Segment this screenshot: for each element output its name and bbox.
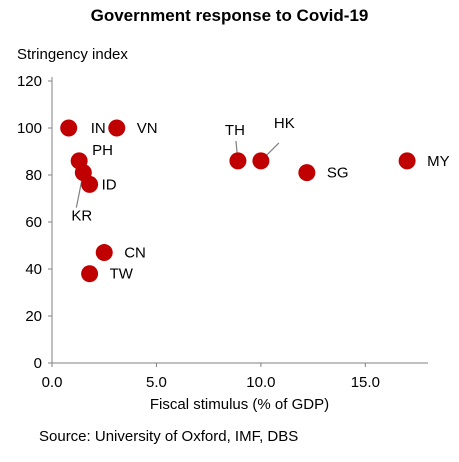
- y-tick-label: 0: [34, 355, 42, 372]
- data-point-hk: [252, 152, 270, 170]
- source-note: Source: University of Oxford, IMF, DBS: [39, 428, 299, 445]
- point-label-sg: SG: [327, 165, 349, 182]
- y-tick-label: 20: [25, 308, 42, 325]
- point-label-th: TH: [225, 122, 245, 139]
- y-tick-label: 40: [25, 261, 42, 278]
- y-axis-label: Stringency index: [17, 46, 128, 63]
- x-tick-label: 10.0: [246, 374, 275, 391]
- chart-title: Government response to Covid-19: [90, 6, 369, 25]
- point-label-hk: HK: [274, 115, 295, 132]
- y-tick-label: 100: [17, 120, 42, 137]
- point-label-tw: TW: [110, 266, 134, 283]
- data-point-tw: [81, 265, 99, 283]
- data-point-in: [60, 119, 78, 137]
- point-label-kr: KR: [71, 208, 92, 225]
- point-label-my: MY: [427, 153, 450, 170]
- x-tick-label: 0.0: [42, 374, 63, 391]
- data-point-cn: [95, 244, 113, 262]
- point-label-vn: VN: [137, 120, 158, 137]
- data-point-vn: [108, 119, 126, 137]
- data-point-my: [398, 152, 416, 170]
- point-label-in: IN: [91, 120, 106, 137]
- x-tick-label: 15.0: [351, 374, 380, 391]
- data-point-sg: [298, 164, 316, 182]
- data-point-id: [81, 175, 99, 193]
- y-tick-label: 60: [25, 214, 42, 231]
- point-label-cn: CN: [124, 245, 146, 262]
- point-label-ph: PH: [92, 142, 113, 159]
- x-axis-label: Fiscal stimulus (% of GDP): [149, 396, 330, 413]
- data-point-th: [229, 152, 247, 170]
- x-tick-label: 5.0: [146, 374, 167, 391]
- y-tick-label: 120: [17, 73, 42, 90]
- point-label-id: ID: [102, 176, 117, 193]
- y-tick-label: 80: [25, 167, 42, 184]
